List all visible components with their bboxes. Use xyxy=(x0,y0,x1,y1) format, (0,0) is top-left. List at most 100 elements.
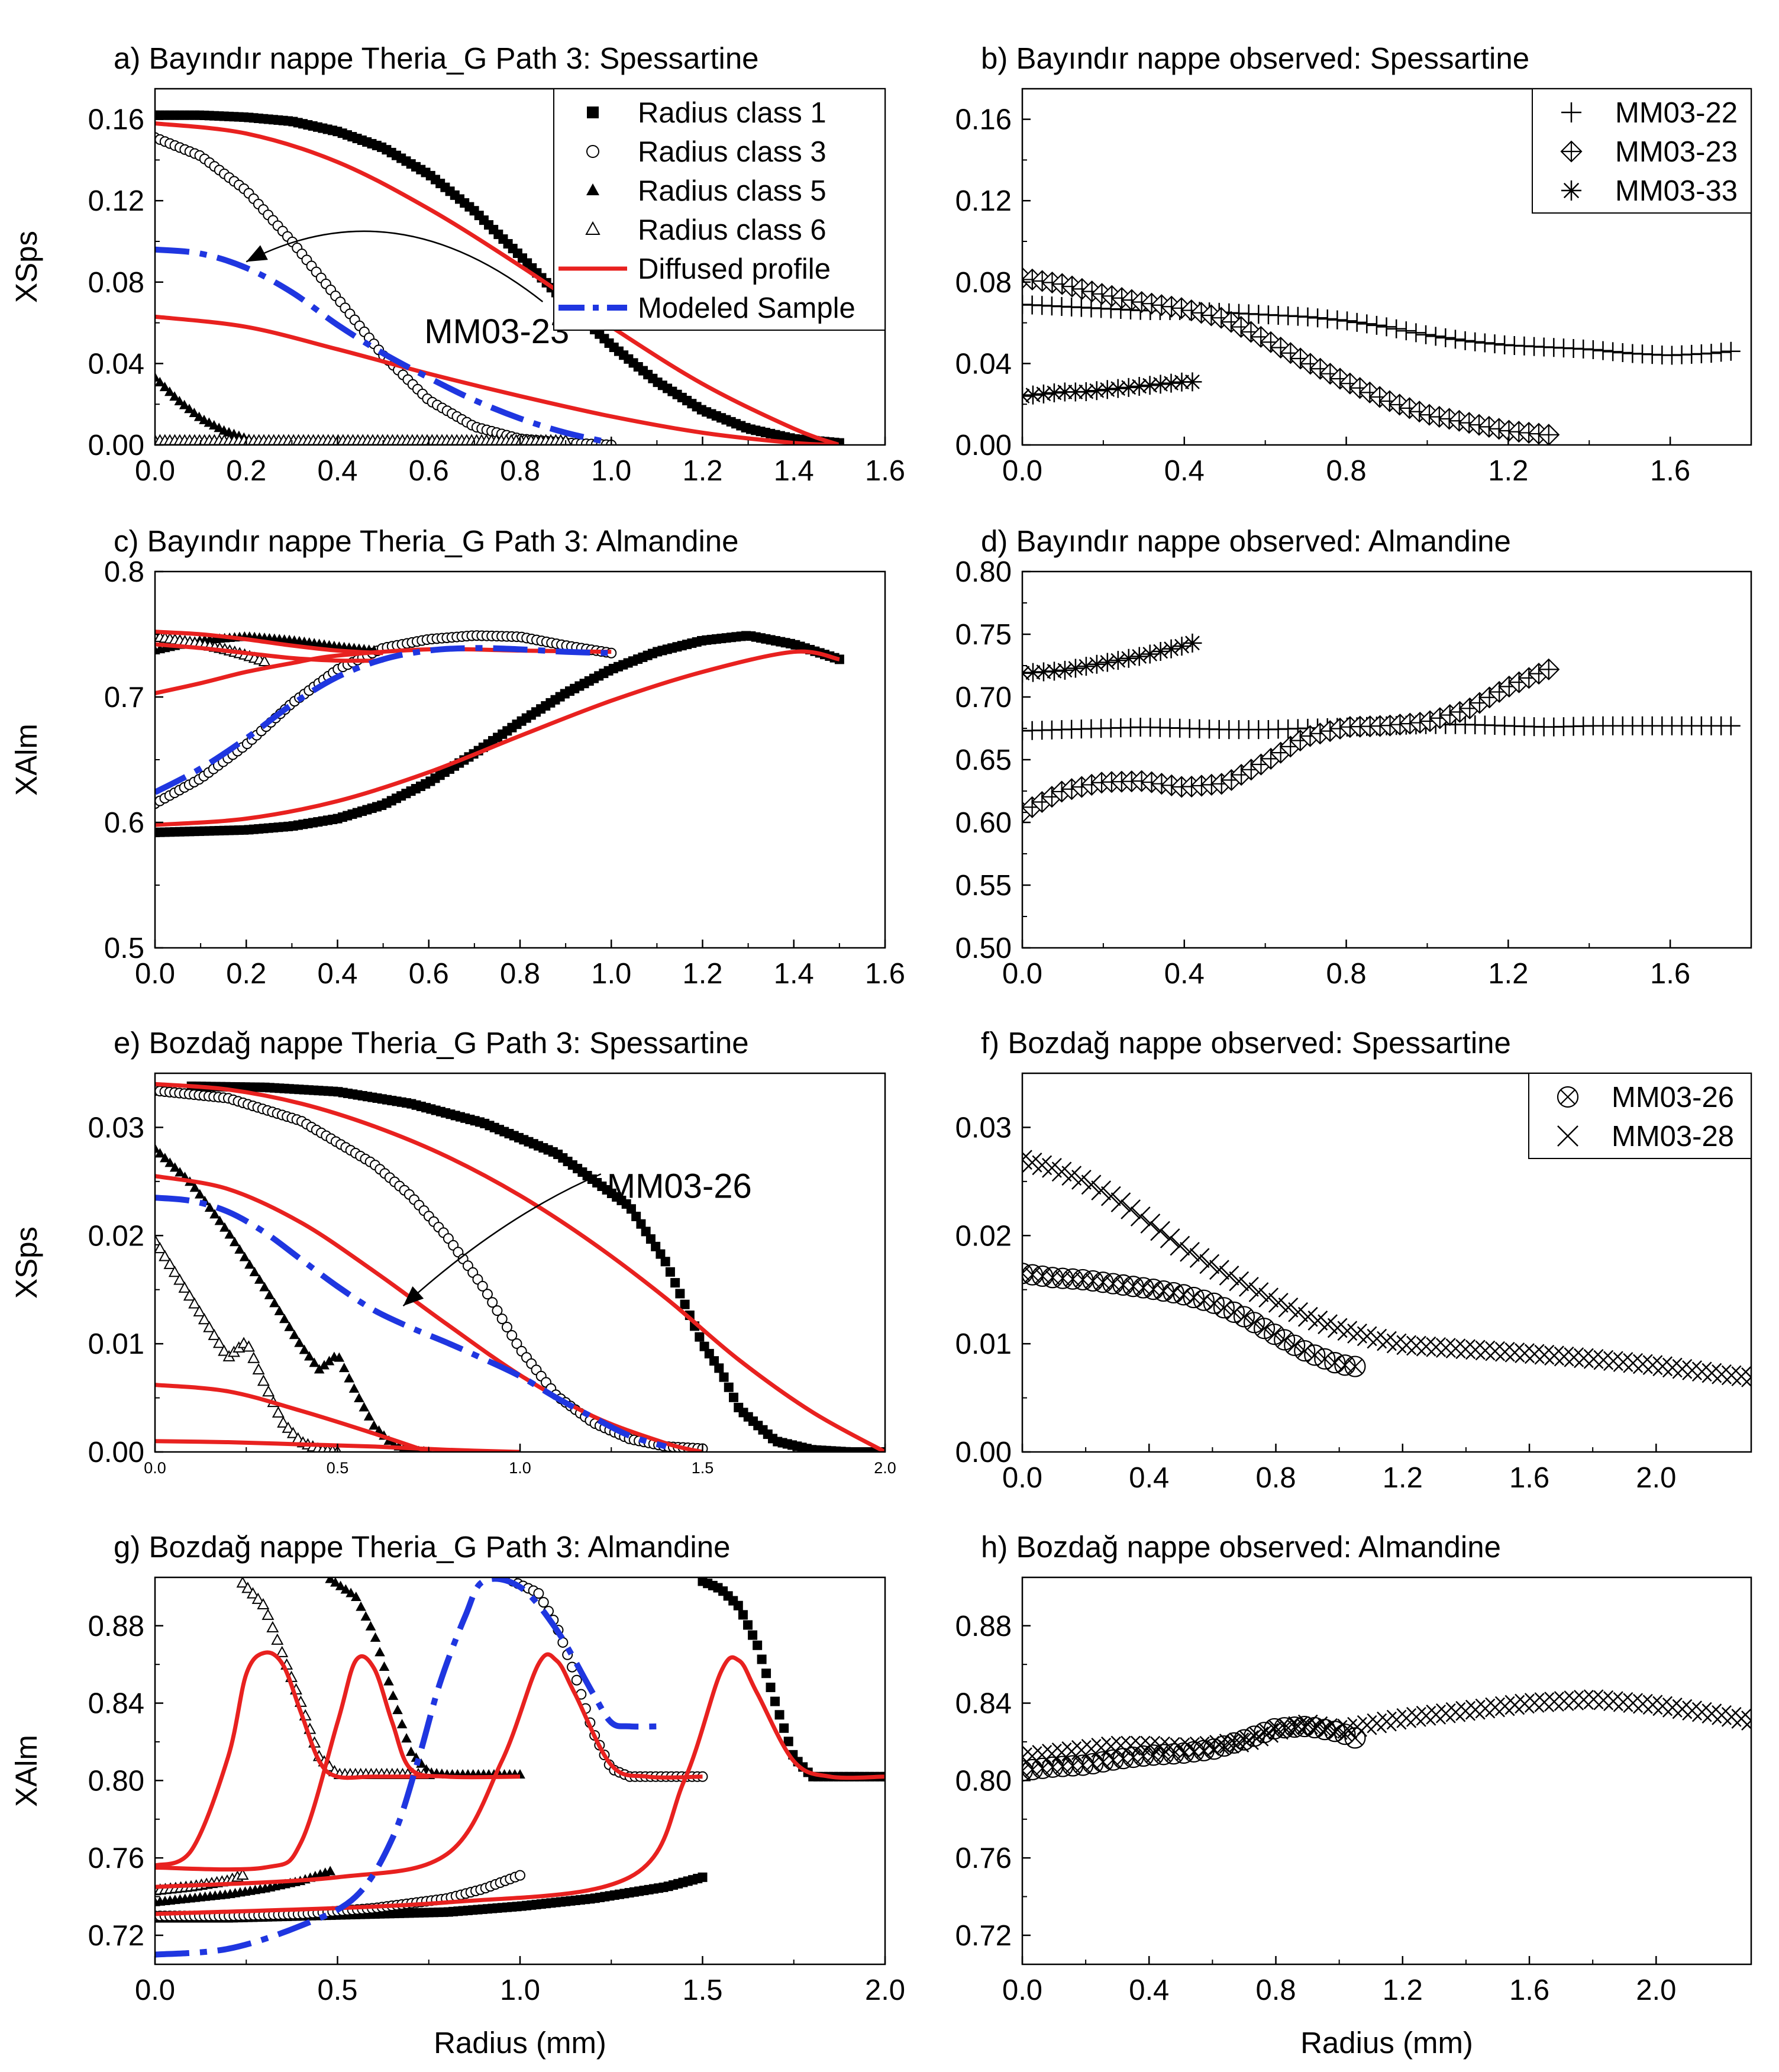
data-point xyxy=(748,1630,758,1640)
data-point xyxy=(1097,380,1117,399)
data-point xyxy=(338,1363,350,1373)
panel-a: a) Bayındır nappe Theria_G Path 3: Spess… xyxy=(9,41,905,487)
data-point xyxy=(1583,1349,1604,1369)
data-point xyxy=(807,1445,817,1452)
x-tick-label: 0.0 xyxy=(144,1459,166,1477)
y-tick-label: 0.00 xyxy=(88,430,144,461)
y-tick-label: 0.65 xyxy=(955,744,1012,776)
data-point xyxy=(826,1446,837,1452)
y-tick-label: 0.80 xyxy=(955,556,1012,588)
x-tick-label: 1.5 xyxy=(682,1974,722,2006)
data-point xyxy=(1299,353,1322,375)
data-point xyxy=(1682,1700,1703,1721)
data-point xyxy=(179,399,190,409)
legend-label: MM03-23 xyxy=(1615,136,1738,168)
y-tick-label: 0.08 xyxy=(88,267,144,299)
diffused-profile-line xyxy=(155,1650,429,1868)
x-tick-label: 0.2 xyxy=(226,455,266,487)
x-tick-label: 0.8 xyxy=(1255,1462,1296,1494)
data-point xyxy=(1243,1312,1265,1334)
data-point xyxy=(1183,1286,1205,1309)
data-point xyxy=(351,1592,361,1602)
x-tick-label: 2.0 xyxy=(1636,1462,1676,1494)
legend-swatch xyxy=(1557,1125,1578,1147)
x-tick-label: 1.6 xyxy=(865,958,905,990)
data-point xyxy=(1406,1335,1426,1356)
data-point xyxy=(1248,1282,1269,1302)
data-point xyxy=(538,1597,549,1608)
data-point xyxy=(1339,372,1361,395)
data-point xyxy=(1129,647,1149,666)
plot-area xyxy=(1022,633,1741,824)
plot-frame xyxy=(154,570,886,949)
data-point xyxy=(1583,1689,1604,1710)
mm03-26-series xyxy=(1022,1263,1366,1377)
data-point xyxy=(1319,363,1341,385)
data-point xyxy=(1701,344,1721,363)
data-point xyxy=(1583,340,1603,359)
x-tick-label: 0.4 xyxy=(1164,958,1205,990)
data-point xyxy=(831,1446,841,1452)
diffused-profile-series xyxy=(155,1082,885,1452)
data-point xyxy=(1741,1367,1751,1387)
data-point xyxy=(198,1313,211,1325)
data-point xyxy=(254,1274,265,1284)
data-point xyxy=(1170,1235,1190,1256)
data-point xyxy=(1475,1340,1496,1361)
data-point xyxy=(1304,1344,1326,1366)
legend-label: Radius class 1 xyxy=(638,97,826,129)
data-point xyxy=(325,1577,335,1583)
diffused-profile-line xyxy=(155,121,841,445)
data-point xyxy=(1071,1170,1092,1190)
mm03-33-series xyxy=(1022,633,1202,683)
data-point xyxy=(1061,1166,1082,1186)
data-point xyxy=(714,1363,724,1373)
x-tick-label: 2.0 xyxy=(874,1459,896,1477)
modeled-sample-line xyxy=(155,645,612,795)
data-point xyxy=(203,1321,216,1332)
data-point xyxy=(1396,1708,1417,1728)
panel-title: b) Bayındır nappe observed: Spessartine xyxy=(981,41,1529,75)
data-point xyxy=(1347,1358,1363,1374)
data-point xyxy=(1121,1199,1141,1219)
data-point xyxy=(163,1257,176,1269)
data-point xyxy=(1741,1710,1751,1731)
y-tick-label: 0.04 xyxy=(955,348,1012,380)
x-tick-label: 1.2 xyxy=(1488,455,1528,487)
data-point xyxy=(257,1374,270,1386)
data-point xyxy=(314,1364,325,1374)
x-tick-label: 0.8 xyxy=(1326,455,1366,487)
plot-area xyxy=(155,1577,885,1958)
data-point xyxy=(277,1416,290,1428)
data-point xyxy=(1416,325,1436,344)
mm03-23-series xyxy=(1022,658,1560,824)
data-point xyxy=(1170,1737,1190,1758)
data-point xyxy=(1267,1327,1282,1342)
data-point xyxy=(1564,1347,1584,1367)
data-point xyxy=(178,1281,191,1293)
legend-label: MM03-26 xyxy=(1612,1082,1734,1114)
data-point xyxy=(1429,707,1451,730)
data-point xyxy=(346,1587,356,1597)
y-tick-label: 0.50 xyxy=(955,932,1012,964)
data-point xyxy=(1377,317,1396,337)
data-point xyxy=(1024,663,1042,682)
x-tick-label: 0.0 xyxy=(1002,455,1042,487)
legend-label: MM03-33 xyxy=(1615,175,1738,207)
plot-area xyxy=(155,1081,885,1452)
data-point xyxy=(155,1242,166,1254)
data-point xyxy=(1130,1206,1151,1227)
data-point xyxy=(1504,1342,1525,1363)
data-point xyxy=(1554,1691,1574,1711)
data-point xyxy=(855,1447,866,1452)
data-point xyxy=(1406,1707,1426,1727)
data-point xyxy=(1199,1735,1220,1756)
data-point xyxy=(356,1601,366,1611)
data-point xyxy=(164,1157,176,1167)
data-point xyxy=(1213,1735,1235,1757)
data-point xyxy=(1288,1302,1309,1322)
data-point xyxy=(1544,1692,1564,1712)
data-point xyxy=(1494,1696,1515,1716)
data-point xyxy=(299,1344,310,1354)
y-tick-label: 0.02 xyxy=(88,1220,144,1252)
